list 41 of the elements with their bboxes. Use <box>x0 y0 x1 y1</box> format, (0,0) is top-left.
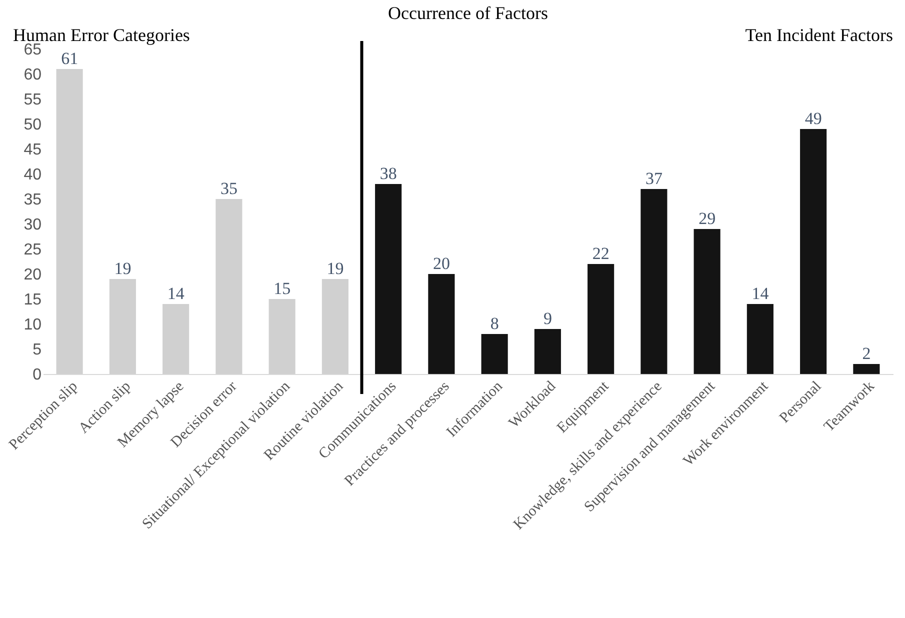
y-tick-label: 10 <box>24 316 42 334</box>
bar <box>694 229 720 374</box>
data-label: 35 <box>220 179 238 198</box>
y-tick-label: 30 <box>24 216 42 234</box>
data-label: 14 <box>167 284 185 303</box>
data-label: 38 <box>380 164 397 183</box>
y-tick-label: 55 <box>24 92 42 108</box>
bar <box>428 274 455 374</box>
bar <box>588 264 614 374</box>
data-label: 19 <box>326 259 344 278</box>
chart-title: Occurrence of Factors <box>388 3 548 23</box>
data-label: 20 <box>432 254 450 273</box>
y-tick-label: 25 <box>24 242 42 258</box>
data-label: 61 <box>61 49 78 68</box>
data-label: 2 <box>862 344 871 363</box>
data-label: 9 <box>543 309 552 328</box>
bar <box>375 184 402 374</box>
bar <box>534 329 561 374</box>
data-label: 49 <box>804 109 822 128</box>
text: Ten Incident Factors <box>745 25 893 45</box>
y-tick-label: 60 <box>24 66 42 84</box>
data-label: 37 <box>645 169 663 188</box>
y-tick-label: 0 <box>32 366 42 384</box>
y-tick-label: 50 <box>24 116 42 134</box>
data-label: 8 <box>490 314 499 333</box>
y-tick-label: 40 <box>24 166 42 184</box>
bar <box>746 304 774 374</box>
data-label: 15 <box>274 279 291 298</box>
data-label: 22 <box>592 244 610 263</box>
y-tick-label: 15 <box>24 292 42 308</box>
data-label: 29 <box>698 209 716 228</box>
bar <box>853 364 880 374</box>
y-tick-label: 45 <box>24 142 42 158</box>
data-label: 19 <box>114 259 132 278</box>
y-tick-label: 5 <box>32 342 42 358</box>
data-label: 14 <box>752 284 770 303</box>
bar <box>481 334 508 374</box>
y-tick-label: 20 <box>24 266 42 284</box>
bar <box>640 189 668 374</box>
bar <box>800 129 827 374</box>
y-tick-label: 35 <box>24 192 42 208</box>
